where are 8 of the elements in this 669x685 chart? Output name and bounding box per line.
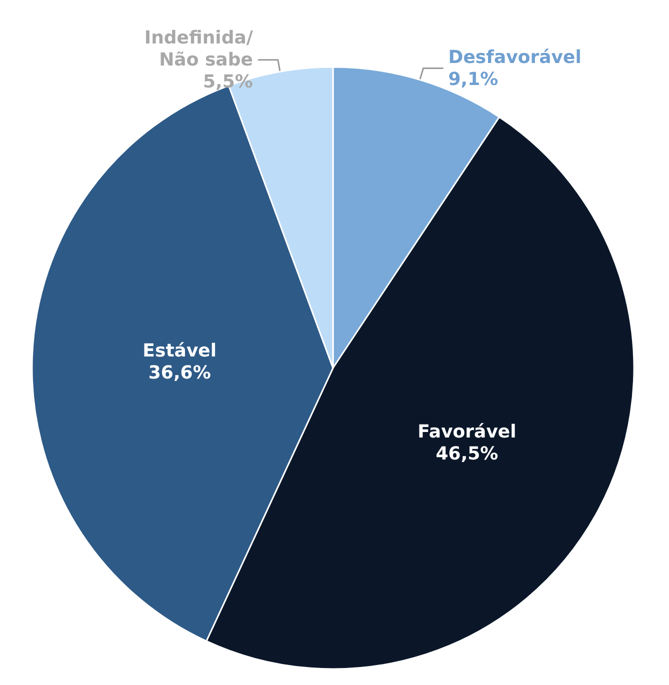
slice-label: Estável xyxy=(142,340,217,362)
slice-label: Desfavorável xyxy=(448,46,582,68)
data-label: 9,1% xyxy=(448,68,498,90)
slice-label: Indefinida/ Não sabe xyxy=(144,27,254,70)
data-label: 5,5% xyxy=(203,71,253,92)
slice-label: Favorável xyxy=(418,421,516,442)
data-label: 46,5% xyxy=(436,443,498,464)
data-label: 36,6% xyxy=(148,362,211,384)
